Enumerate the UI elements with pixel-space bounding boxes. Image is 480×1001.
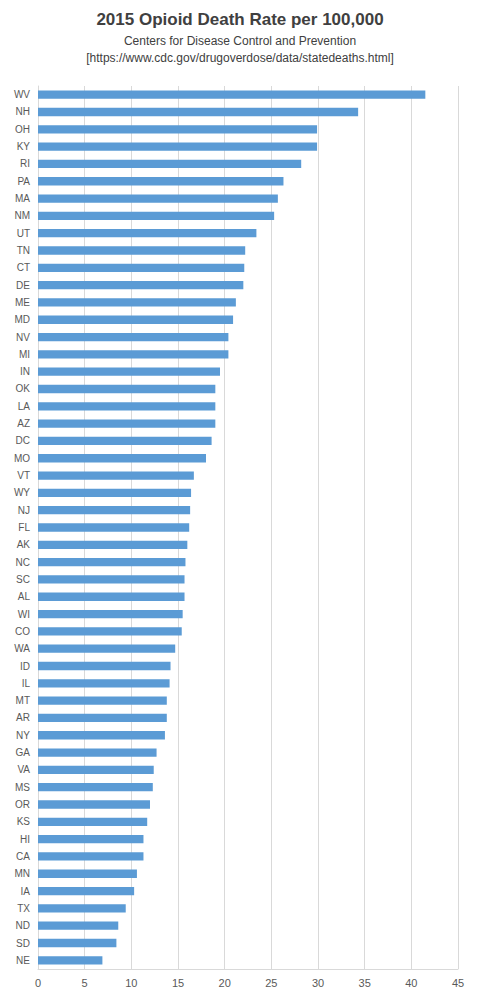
svg-text:UT: UT [17, 228, 30, 239]
svg-text:DC: DC [16, 435, 30, 446]
svg-text:[https://www.cdc.gov/drugoverd: [https://www.cdc.gov/drugoverdose/data/s… [86, 51, 394, 65]
svg-text:SC: SC [16, 574, 30, 585]
svg-text:SD: SD [16, 938, 30, 949]
svg-text:0: 0 [35, 977, 41, 989]
svg-text:Centers for Disease Control an: Centers for Disease Control and Preventi… [124, 34, 356, 48]
svg-text:AK: AK [17, 539, 31, 550]
svg-text:WY: WY [14, 487, 30, 498]
svg-text:NM: NM [14, 210, 30, 221]
svg-text:NV: NV [16, 332, 30, 343]
svg-text:GA: GA [16, 747, 31, 758]
svg-text:IN: IN [20, 366, 30, 377]
svg-text:5: 5 [82, 977, 88, 989]
svg-text:HI: HI [20, 834, 30, 845]
svg-text:10: 10 [125, 977, 137, 989]
svg-text:20: 20 [219, 977, 231, 989]
svg-text:ID: ID [20, 661, 30, 672]
svg-text:KY: KY [17, 141, 31, 152]
svg-text:VT: VT [17, 470, 30, 481]
svg-text:OK: OK [16, 383, 31, 394]
svg-text:AR: AR [16, 712, 30, 723]
svg-text:NY: NY [16, 730, 30, 741]
svg-text:VA: VA [17, 764, 30, 775]
svg-text:OR: OR [15, 799, 30, 810]
svg-text:OH: OH [15, 124, 30, 135]
svg-text:TX: TX [17, 903, 30, 914]
svg-text:NJ: NJ [18, 505, 30, 516]
svg-text:25: 25 [265, 977, 277, 989]
svg-text:NC: NC [16, 557, 30, 568]
svg-text:NH: NH [16, 106, 30, 117]
svg-text:MS: MS [15, 782, 30, 793]
svg-text:DE: DE [16, 280, 30, 291]
svg-text:2015 Opioid Death Rate per 100: 2015 Opioid Death Rate per 100,000 [96, 10, 383, 29]
svg-text:TN: TN [17, 245, 30, 256]
svg-text:AZ: AZ [17, 418, 30, 429]
svg-text:30: 30 [312, 977, 324, 989]
svg-text:KS: KS [17, 816, 31, 827]
svg-text:MA: MA [15, 193, 30, 204]
svg-text:NE: NE [16, 955, 30, 966]
svg-text:RI: RI [20, 158, 30, 169]
svg-text:CT: CT [17, 262, 30, 273]
svg-text:45: 45 [452, 977, 464, 989]
svg-text:AL: AL [18, 591, 31, 602]
svg-text:35: 35 [359, 977, 371, 989]
svg-text:40: 40 [405, 977, 417, 989]
svg-text:MD: MD [14, 314, 30, 325]
svg-text:ME: ME [15, 297, 30, 308]
svg-text:LA: LA [18, 401, 31, 412]
svg-text:ND: ND [16, 920, 30, 931]
svg-text:FL: FL [18, 522, 30, 533]
svg-text:15: 15 [172, 977, 184, 989]
svg-text:PA: PA [17, 176, 30, 187]
svg-text:MI: MI [19, 349, 30, 360]
svg-text:MN: MN [14, 868, 30, 879]
svg-text:CO: CO [15, 626, 30, 637]
svg-text:IL: IL [22, 678, 31, 689]
svg-text:MT: MT [16, 695, 30, 706]
svg-text:WV: WV [14, 89, 30, 100]
svg-text:WA: WA [14, 643, 30, 654]
svg-text:MO: MO [14, 453, 30, 464]
svg-text:WI: WI [18, 609, 30, 620]
svg-text:CA: CA [16, 851, 30, 862]
svg-text:IA: IA [21, 886, 31, 897]
